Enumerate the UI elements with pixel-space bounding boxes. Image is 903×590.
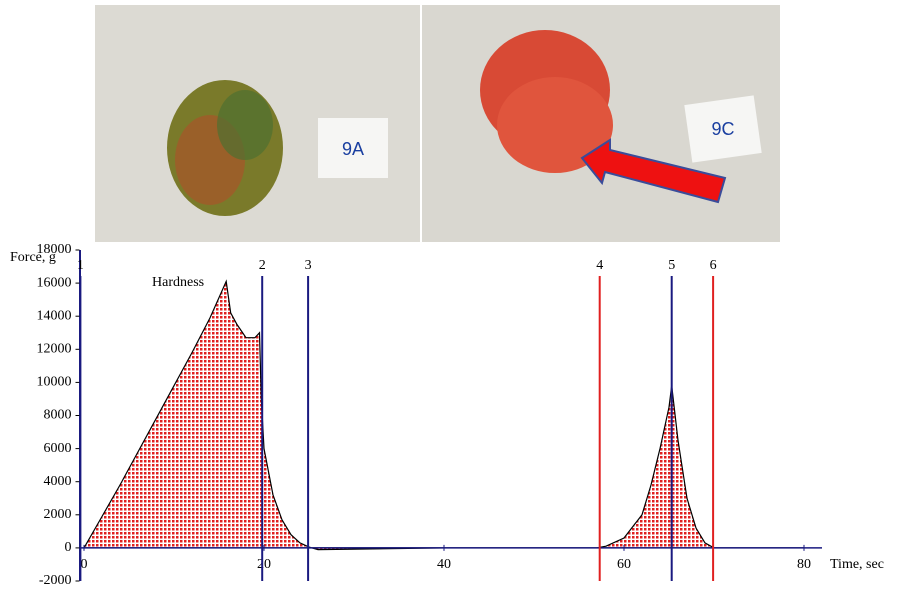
- card-label: 9A: [342, 139, 364, 159]
- card-label: 9C: [711, 119, 734, 139]
- y-tick-label: 10000: [37, 375, 72, 390]
- x-tick-label: 80: [797, 557, 811, 572]
- marker-label: 4: [596, 258, 603, 273]
- marker-label: 3: [305, 258, 312, 273]
- y-tick-label: 2000: [44, 507, 72, 522]
- page: {"photos": ["9A", "9C"], "chart_data": {…: [0, 0, 903, 590]
- label-card: 9C: [684, 95, 761, 162]
- photo: 9A: [95, 5, 420, 242]
- y-tick-label: 18000: [37, 242, 72, 257]
- figure: 9A 9C Force, g Time, sec Hardness -20000…: [0, 0, 903, 590]
- y-tick-label: 16000: [37, 275, 72, 290]
- annotation: Hardness: [152, 275, 204, 290]
- y-tick-label: 4000: [44, 474, 72, 489]
- x-axis-label: Time, sec: [830, 557, 884, 572]
- y-tick-label: 14000: [37, 308, 72, 323]
- y-tick-label: 6000: [44, 441, 72, 456]
- label-card: 9A: [318, 118, 388, 178]
- marker-label: 2: [259, 258, 266, 273]
- marker-label: 1: [77, 258, 84, 273]
- marker-label: 6: [710, 258, 717, 273]
- marker-label: 5: [668, 258, 675, 273]
- x-tick-label: 40: [437, 557, 451, 572]
- chart: Force, g Time, sec Hardness -20000200040…: [10, 242, 884, 588]
- x-tick-label: 20: [257, 557, 271, 572]
- y-tick-label: 12000: [37, 342, 72, 357]
- x-tick-label: 60: [617, 557, 631, 572]
- y-tick-label: -2000: [39, 573, 72, 588]
- photo: 9C: [422, 5, 780, 242]
- y-tick-label: 0: [65, 540, 72, 555]
- y-tick-label: 8000: [44, 408, 72, 423]
- x-tick-label: 0: [81, 557, 88, 572]
- area: [84, 281, 804, 549]
